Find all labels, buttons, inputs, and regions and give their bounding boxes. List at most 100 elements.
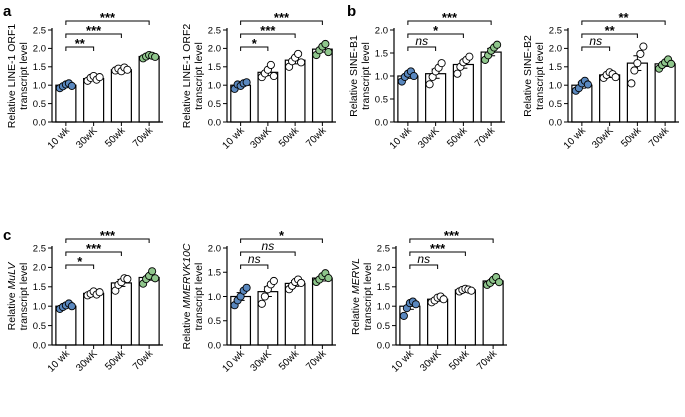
y-tick-label: 0.0	[208, 117, 221, 128]
significance-bracket	[409, 238, 494, 243]
chart-1: 0.0 0.5 1.0 1.5 2.0 2.5 10 wk 30wK 50wk 70wk Relat…	[181, 10, 336, 152]
y-tick-label: 1.5	[377, 282, 390, 293]
significance-bracket	[409, 251, 466, 256]
significance-label: **	[618, 10, 629, 25]
data-point	[611, 73, 620, 82]
chart-5: 0.0 0.5 1.0 1.5 2.0 10 wk 30wK 50wk 70wk Relative…	[181, 228, 336, 375]
significance-bracket	[581, 20, 666, 25]
y-tick-label: 2.5	[377, 243, 390, 254]
bar	[311, 48, 333, 123]
data-point	[266, 60, 275, 70]
y-tick-label: 0.0	[377, 340, 390, 351]
x-tick-label: 70wk	[304, 125, 329, 150]
y-tick-label: 0.5	[208, 316, 221, 327]
y-tick-label: 0.5	[549, 99, 562, 110]
data-point	[633, 59, 642, 68]
x-tick-label: 50wk	[447, 348, 472, 373]
significance-label: **	[605, 23, 616, 38]
data-point	[425, 80, 434, 89]
significance-bracket	[240, 264, 269, 269]
significance-label: ***	[274, 10, 290, 25]
data-point	[67, 302, 76, 311]
panel-letter-b: b	[347, 3, 356, 20]
x-tick-label: 30wK	[249, 348, 275, 374]
x-tick-label: 30wK	[416, 125, 442, 151]
chart-4: 0.0 0.5 1.0 1.5 2.0 2.5 10 wk 30wK 50wk 70wk Relat…	[6, 228, 163, 375]
y-axis-label: transcript level	[18, 263, 30, 331]
significance-label: ***	[430, 241, 446, 256]
y-axis-label: Relative MMERVK10C	[181, 243, 193, 349]
bar	[654, 63, 676, 123]
bar	[83, 77, 105, 123]
significance-bracket	[407, 46, 437, 51]
x-tick-label: 70wk	[647, 125, 672, 150]
data-point	[148, 267, 157, 276]
y-axis-label: Relative MuLV	[6, 262, 18, 331]
chart-0: 0.0 0.5 1.0 1.5 2.0 2.5 10 wk 30wK 50wk 70wk Relat…	[6, 10, 163, 152]
significance-label: ***	[442, 10, 458, 25]
charts-container: 0.00.51.01.52.02.510 wk 30wK 50wk 70wkRelat…	[6, 10, 679, 375]
data-point	[269, 71, 278, 81]
y-tick-label: 1.5	[549, 62, 562, 73]
x-tick-label: 10 wk	[220, 125, 247, 152]
y-tick-label: 1.0	[375, 71, 388, 82]
data-point	[260, 292, 269, 301]
x-tick-label: 10 wk	[46, 125, 73, 152]
significance-label: ***	[100, 10, 116, 25]
y-tick-label: 1.5	[375, 48, 388, 59]
y-axis-label: Relative LINE-1 ORF1	[6, 24, 18, 129]
data-point	[411, 300, 420, 309]
y-tick-label: 2.0	[33, 263, 46, 274]
data-point	[242, 283, 251, 292]
significance-bracket	[65, 33, 122, 38]
x-tick-label: 50wk	[277, 348, 302, 373]
panel-letter-c: c	[3, 227, 11, 244]
chart-2: 0.0 0.5 1.0 1.5 2.0 10 wk 30wK 50wk 70wk Relative…	[348, 10, 505, 152]
significance-label: ns	[415, 34, 428, 48]
y-tick-label: 1.0	[549, 81, 562, 92]
data-point	[95, 288, 104, 297]
y-tick-label: 1.0	[208, 81, 221, 92]
significance-label: **	[75, 36, 86, 51]
significance-label: ns	[417, 252, 430, 266]
y-axis-label: transcript level	[362, 263, 374, 331]
x-tick-label: 10 wk	[220, 348, 247, 375]
y-axis-label: Relative SINE-B2	[522, 35, 534, 117]
y-axis-label: transcript level	[18, 42, 30, 110]
y-tick-label: 2.0	[208, 44, 221, 55]
data-point	[324, 48, 333, 57]
data-point	[297, 58, 306, 67]
significance-label: *	[77, 254, 83, 269]
y-tick-label: 0.0	[549, 117, 562, 128]
significance-label: *	[433, 23, 439, 38]
significance-label: ***	[86, 241, 102, 256]
panel-letter-a: a	[3, 3, 12, 20]
y-axis-label: transcript level	[193, 42, 205, 110]
y-tick-label: 0.5	[377, 321, 390, 332]
data-point	[257, 299, 266, 308]
data-point	[67, 81, 76, 90]
significance-bracket	[581, 46, 611, 51]
bar	[599, 74, 621, 123]
x-tick-label: 10 wk	[388, 125, 415, 152]
y-tick-label: 1.5	[208, 268, 221, 279]
y-tick-label: 2.0	[377, 263, 390, 274]
data-point	[453, 69, 462, 78]
data-point	[151, 52, 160, 61]
data-point	[667, 59, 676, 68]
x-tick-label: 50wk	[445, 125, 470, 150]
data-point	[627, 79, 636, 88]
data-point	[465, 52, 474, 61]
y-tick-label: 1.5	[33, 282, 46, 293]
x-tick-label: 70wk	[131, 125, 156, 150]
x-tick-label: 70wk	[304, 348, 329, 373]
significance-label: ns	[248, 252, 261, 266]
y-tick-label: 2.0	[33, 44, 46, 55]
bar	[83, 292, 105, 346]
significance-bracket	[407, 20, 492, 25]
data-point	[123, 65, 132, 74]
chart-6: 0.0 0.5 1.0 1.5 2.0 2.5 10 wk 30wK 50wk 70wk Relat…	[350, 228, 507, 375]
significance-bracket	[65, 20, 150, 25]
data-point	[630, 66, 639, 75]
significance-label: ns	[262, 239, 275, 253]
